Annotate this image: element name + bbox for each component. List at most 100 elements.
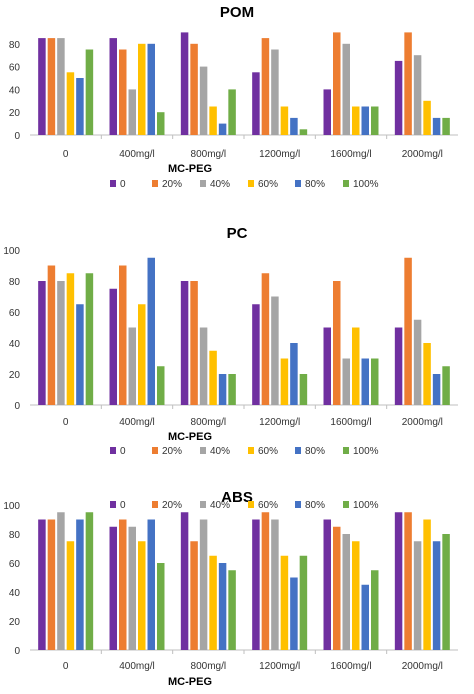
bar [218, 374, 227, 405]
x-tick-label: 400mg/l [119, 661, 155, 672]
x-tick-label: 400mg/l [119, 417, 155, 428]
bar [333, 281, 341, 405]
bar [109, 38, 117, 135]
bar [199, 66, 208, 135]
bar [361, 106, 369, 135]
legend-swatch [295, 180, 301, 187]
legend-swatch [152, 447, 158, 454]
bar [209, 555, 217, 650]
legend-label: 100% [353, 179, 379, 190]
bar [147, 43, 155, 135]
bar [423, 100, 431, 135]
bar [85, 512, 94, 650]
legend-swatch [152, 180, 158, 187]
bar [252, 519, 260, 650]
legend-label: 60% [258, 179, 278, 190]
legend-swatch [110, 501, 116, 508]
legend-label: 0 [120, 446, 126, 457]
bar [352, 106, 360, 135]
legend-swatch [343, 501, 349, 508]
bar [413, 319, 422, 405]
y-tick-label: 40 [9, 85, 21, 96]
bar [209, 106, 217, 135]
legend-swatch [110, 447, 116, 454]
bar [352, 541, 360, 650]
bar [85, 49, 94, 135]
bar [423, 343, 431, 405]
x-axis-title: MC-PEG [168, 163, 212, 175]
legend-label: 20% [162, 179, 182, 190]
bar [371, 106, 379, 135]
bar [157, 563, 165, 650]
y-tick-label: 40 [9, 339, 21, 350]
bar [209, 350, 217, 405]
y-tick-label: 60 [9, 559, 21, 570]
bar [342, 534, 350, 650]
legend-label: 80% [305, 446, 325, 457]
x-tick-label: 2000mg/l [402, 417, 443, 428]
y-tick-label: 60 [9, 308, 21, 319]
bar [394, 60, 403, 135]
bar [432, 541, 441, 650]
bar [261, 38, 270, 135]
bar [290, 343, 298, 405]
legend-label: 20% [162, 500, 182, 511]
legend-label: 40% [210, 500, 230, 511]
bar [119, 519, 127, 650]
bar [228, 570, 236, 650]
bar [147, 519, 155, 650]
bar [157, 112, 165, 135]
legend-label: 0 [120, 500, 126, 511]
bar [333, 32, 341, 135]
legend-label: 40% [210, 179, 230, 190]
bar [323, 519, 331, 650]
bar [342, 43, 350, 135]
x-tick-label: 0 [63, 661, 69, 672]
bar [228, 89, 236, 135]
legend-swatch [343, 180, 349, 187]
bar [199, 519, 208, 650]
x-axis-title: MC-PEG [168, 676, 212, 688]
bar [404, 512, 412, 650]
x-tick-label: 2000mg/l [402, 661, 443, 672]
y-tick-label: 100 [3, 246, 20, 257]
y-tick-label: 0 [14, 401, 20, 412]
y-tick-label: 20 [9, 370, 21, 381]
bar [299, 129, 308, 135]
bar [423, 519, 431, 650]
bar [138, 304, 146, 405]
y-tick-label: 100 [3, 501, 20, 512]
bar [228, 374, 236, 405]
y-tick-label: 80 [9, 530, 21, 541]
bar [57, 512, 65, 650]
legend-swatch [295, 501, 301, 508]
bar [442, 117, 450, 135]
bar [280, 555, 289, 650]
bar [157, 366, 165, 405]
bar [361, 358, 369, 405]
bar [290, 577, 298, 650]
x-tick-label: 1200mg/l [259, 661, 300, 672]
chart-title: ABS [221, 489, 253, 506]
bar [147, 257, 155, 405]
bar [119, 265, 127, 405]
bar [271, 49, 279, 135]
bar [76, 78, 84, 135]
bar [394, 512, 403, 650]
bar [119, 49, 127, 135]
legend-label: 100% [353, 500, 379, 511]
bar [261, 273, 270, 405]
bar [47, 265, 56, 405]
legend-label: 40% [210, 446, 230, 457]
y-tick-label: 80 [9, 277, 21, 288]
y-tick-label: 80 [9, 40, 21, 51]
x-tick-label: 800mg/l [191, 661, 227, 672]
legend-swatch [248, 447, 254, 454]
legend-swatch [248, 501, 254, 508]
bar [252, 304, 260, 405]
bar [342, 358, 350, 405]
x-tick-label: 800mg/l [191, 417, 227, 428]
chart-title: POM [220, 4, 254, 21]
y-tick-label: 40 [9, 588, 21, 599]
